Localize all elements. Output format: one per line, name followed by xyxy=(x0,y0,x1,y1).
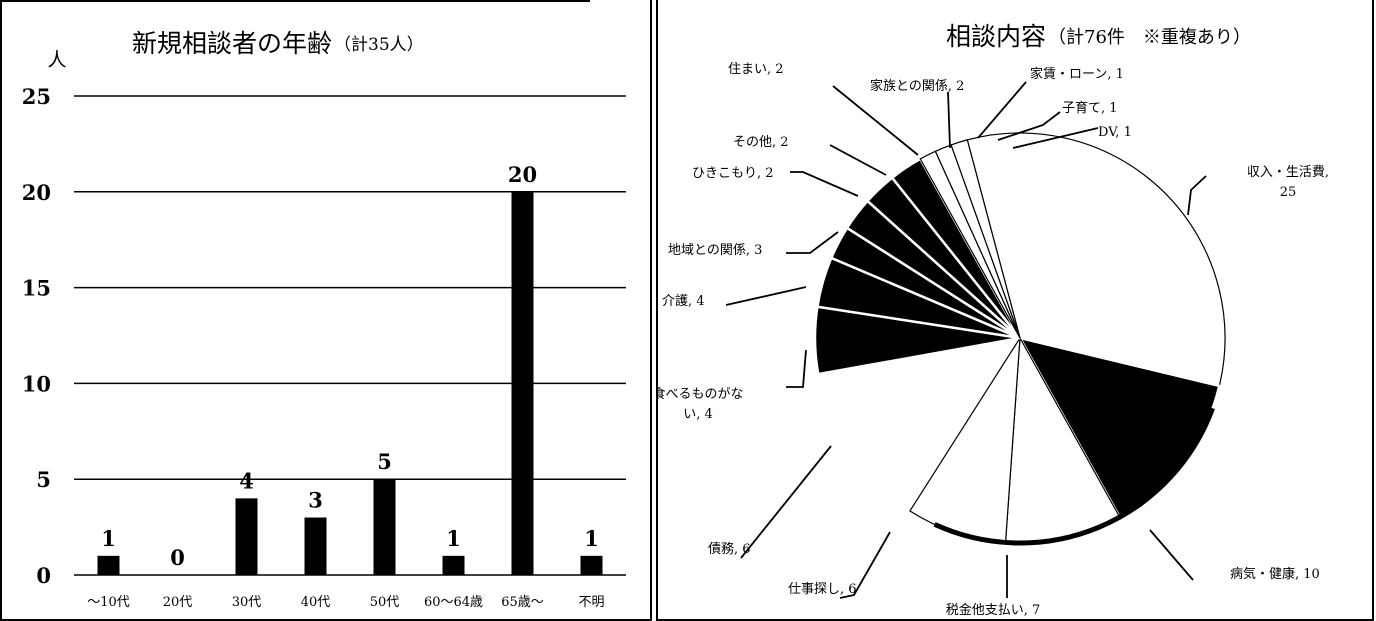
bar-chart-subtitle: （計35人） xyxy=(334,35,424,55)
bar xyxy=(511,191,534,576)
pie-slice-label: その他, 2 xyxy=(733,135,789,150)
bars xyxy=(97,191,603,576)
leader-line xyxy=(997,111,1061,141)
y-tick-label: 0 xyxy=(36,563,51,588)
pie-rim-shadow xyxy=(933,407,1215,546)
pie-slice-label: 住まい, 2 xyxy=(728,62,784,77)
leader-line xyxy=(740,445,832,559)
pie-slice-label: 債務, 6 xyxy=(708,542,751,557)
y-axis-unit: 人 xyxy=(47,49,66,71)
pie-slice xyxy=(966,132,1226,387)
pie-slice-label: 病気・健康, 10 xyxy=(1230,566,1320,582)
x-tick-label: 40代 xyxy=(301,595,331,610)
pie-slice-label: 仕事探し, 6 xyxy=(788,582,857,597)
pie-slice-label: 食べるものがない, 4 xyxy=(658,386,744,422)
topic-pie-chart: 相談内容 （計76件 ※重複あり） 収入・生活費, 25 病気・健康, 10 税金他支… xyxy=(658,22,1329,618)
pie-slice-label: 家賃・ローン, 1 xyxy=(1030,66,1124,82)
leader-line xyxy=(1149,529,1194,581)
x-tick-label: 30代 xyxy=(232,595,262,610)
bar xyxy=(580,555,603,575)
topic-chart-panel: 相談内容 （計76件 ※重複あり） 収入・生活費, 25 病気・健康, 10 税金他支… xyxy=(656,0,1374,621)
pie-chart-subtitle: （計76件 ※重複あり） xyxy=(1048,27,1251,48)
y-tick-label: 20 xyxy=(22,180,51,205)
pie-slice-label: ひきこもり, 2 xyxy=(692,166,774,181)
pie-slice-label: 子育て, 1 xyxy=(1062,100,1118,116)
pie-slice xyxy=(950,139,1021,339)
y-tick-label: 10 xyxy=(22,371,51,396)
pie-leader-lines xyxy=(725,81,1207,599)
top-border-line xyxy=(0,0,590,2)
x-tick-label: 50代 xyxy=(370,595,400,610)
pie-slice-label: 税金他支払い, 7 xyxy=(946,602,1041,618)
bar-value-label: 3 xyxy=(308,488,323,513)
x-tick-label: 不明 xyxy=(578,595,604,610)
pie-slice-label: 家族との関係, 2 xyxy=(870,78,964,94)
y-tick-label: 25 xyxy=(22,84,51,109)
bar-chart-title: 新規相談者の年齢 xyxy=(132,29,332,58)
bar-value-label: 5 xyxy=(377,449,392,474)
bar-value-label: 4 xyxy=(239,468,254,493)
bar-value-labels: 1 0 4 3 5 1 20 1 xyxy=(101,162,599,570)
pie-slice-label: 地域との関係, 3 xyxy=(668,243,762,258)
pie-slice-label: 収入・生活費, 25 xyxy=(1247,165,1329,200)
pie-slice-label: 介護, 4 xyxy=(662,293,705,309)
pie-slice xyxy=(909,337,1021,544)
pie-slices xyxy=(813,132,1226,546)
leader-line xyxy=(829,144,887,176)
x-tick-label: 65歳～ xyxy=(501,595,544,610)
leader-line xyxy=(786,349,807,388)
pie-chart-title: 相談内容 xyxy=(946,22,1046,51)
bar-value-label: 0 xyxy=(170,545,185,570)
bar xyxy=(373,479,396,575)
leader-line xyxy=(1187,175,1207,216)
leader-line xyxy=(790,171,859,197)
bar xyxy=(304,517,327,575)
y-tick-label: 15 xyxy=(22,276,51,301)
pie-slice-label: DV, 1 xyxy=(1098,125,1132,140)
bar xyxy=(97,555,120,575)
bar-value-label: 1 xyxy=(584,526,599,551)
leader-line xyxy=(947,91,951,149)
bar xyxy=(442,555,465,575)
leader-line xyxy=(786,231,839,254)
leader-line xyxy=(977,81,1027,139)
x-tick-label: ～10代 xyxy=(87,595,130,610)
pie-labels: 収入・生活費, 25 病気・健康, 10 税金他支払い, 7 仕事探し, 6 債務, 6 食… xyxy=(658,62,1329,618)
age-chart-panel: 新規相談者の年齢 （計35人） 人 0 5 10 15 20 25 1 0 4 3 5 1 20 1 ～… xyxy=(0,0,652,621)
bar-value-label: 1 xyxy=(446,526,461,551)
y-tick-labels: 0 5 10 15 20 25 xyxy=(22,84,51,588)
leader-line xyxy=(839,531,891,599)
x-tick-label: 20代 xyxy=(163,595,193,610)
y-tick-label: 5 xyxy=(36,467,51,492)
leader-line xyxy=(832,85,919,156)
leader-line xyxy=(1012,127,1099,149)
x-tick-labels: ～10代 20代 30代 40代 50代 60～64歳 65歳～ 不明 xyxy=(87,595,604,610)
bar-value-label: 20 xyxy=(508,162,537,187)
x-tick-label: 60～64歳 xyxy=(424,595,483,610)
bar-value-label: 1 xyxy=(101,526,116,551)
leader-line xyxy=(725,286,807,306)
bar-gridlines xyxy=(74,95,626,576)
bar xyxy=(235,498,258,575)
